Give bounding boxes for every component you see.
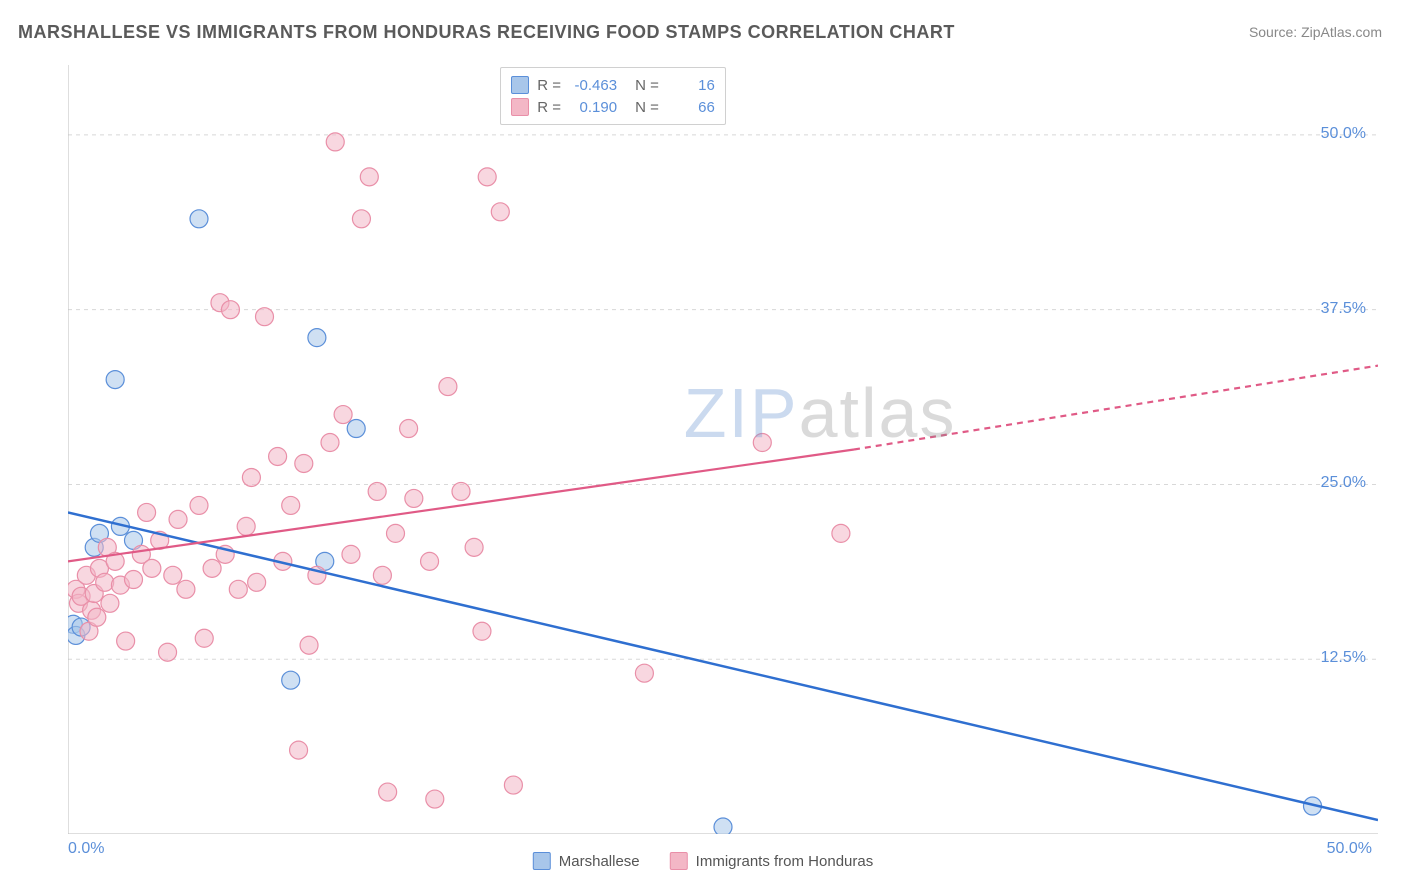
plot-area: ZIPatlas R = -0.463 N = 16 R = 0.190 N =… [68, 65, 1378, 834]
data-point [400, 420, 418, 438]
source-link[interactable]: ZipAtlas.com [1301, 24, 1382, 40]
x-tick-label: 0.0% [68, 840, 104, 858]
n-value: 66 [667, 99, 715, 116]
data-point [101, 594, 119, 612]
data-point [282, 496, 300, 514]
r-value: -0.463 [569, 77, 617, 94]
n-value: 16 [667, 77, 715, 94]
data-point [159, 643, 177, 661]
chart-title: MARSHALLESE VS IMMIGRANTS FROM HONDURAS … [18, 22, 955, 43]
data-point [295, 454, 313, 472]
data-point [379, 783, 397, 801]
data-point [342, 545, 360, 563]
data-point [221, 301, 239, 319]
data-point [452, 482, 470, 500]
trend-line-ext [854, 366, 1378, 450]
data-point [138, 503, 156, 521]
data-point [169, 510, 187, 528]
data-point [190, 210, 208, 228]
data-point [106, 371, 124, 389]
r-value: 0.190 [569, 99, 617, 116]
data-point [352, 210, 370, 228]
data-point [195, 629, 213, 647]
data-point [190, 496, 208, 514]
source-prefix: Source: [1249, 24, 1301, 40]
data-point [248, 573, 266, 591]
data-point [405, 489, 423, 507]
scatter-svg [68, 65, 1378, 834]
data-point [308, 329, 326, 347]
data-point [504, 776, 522, 794]
data-point [203, 559, 221, 577]
data-point [714, 818, 732, 834]
trend-line [68, 450, 854, 562]
data-point [282, 671, 300, 689]
legend-stat-row: R = -0.463 N = 16 [511, 74, 715, 96]
data-point [465, 538, 483, 556]
data-point [478, 168, 496, 186]
data-point [125, 571, 143, 589]
trend-line [68, 512, 1378, 820]
data-point [96, 573, 114, 591]
y-tick-label: 37.5% [1321, 300, 1366, 318]
data-point [242, 468, 260, 486]
data-point [421, 552, 439, 570]
data-point [753, 434, 771, 452]
data-point [439, 378, 457, 396]
data-point [290, 741, 308, 759]
y-tick-label: 12.5% [1321, 649, 1366, 667]
data-point [426, 790, 444, 808]
r-label: R = [537, 77, 561, 94]
data-point [473, 622, 491, 640]
data-point [491, 203, 509, 221]
y-tick-label: 25.0% [1321, 474, 1366, 492]
data-point [164, 566, 182, 584]
data-point [347, 420, 365, 438]
data-point [237, 517, 255, 535]
legend-stats: R = -0.463 N = 16 R = 0.190 N = 66 [500, 67, 726, 125]
data-point [321, 434, 339, 452]
data-point [177, 580, 195, 598]
legend-stat-row: R = 0.190 N = 66 [511, 96, 715, 118]
n-label: N = [635, 99, 659, 116]
data-point [88, 608, 106, 626]
data-point [373, 566, 391, 584]
legend-series-item: Marshallese [533, 852, 640, 870]
n-label: N = [635, 77, 659, 94]
data-point [360, 168, 378, 186]
legend-series-label: Marshallese [559, 853, 640, 870]
data-point [832, 524, 850, 542]
legend-swatch [670, 852, 688, 870]
y-tick-label: 50.0% [1321, 125, 1366, 143]
legend-swatch [511, 98, 529, 116]
data-point [300, 636, 318, 654]
x-tick-label: 50.0% [1327, 840, 1372, 858]
data-point [269, 447, 287, 465]
chart-container: Receiving Food Stamps ZIPatlas R = -0.46… [18, 55, 1388, 874]
r-label: R = [537, 99, 561, 116]
source-attribution: Source: ZipAtlas.com [1249, 24, 1382, 40]
legend-swatch [533, 852, 551, 870]
data-point [334, 406, 352, 424]
data-point [143, 559, 161, 577]
data-point [368, 482, 386, 500]
data-point [635, 664, 653, 682]
data-point [326, 133, 344, 151]
data-point [256, 308, 274, 326]
data-point [229, 580, 247, 598]
data-point [387, 524, 405, 542]
data-point [117, 632, 135, 650]
legend-series-item: Immigrants from Honduras [670, 852, 874, 870]
legend-series: Marshallese Immigrants from Honduras [533, 852, 873, 870]
legend-swatch [511, 76, 529, 94]
legend-series-label: Immigrants from Honduras [696, 853, 874, 870]
